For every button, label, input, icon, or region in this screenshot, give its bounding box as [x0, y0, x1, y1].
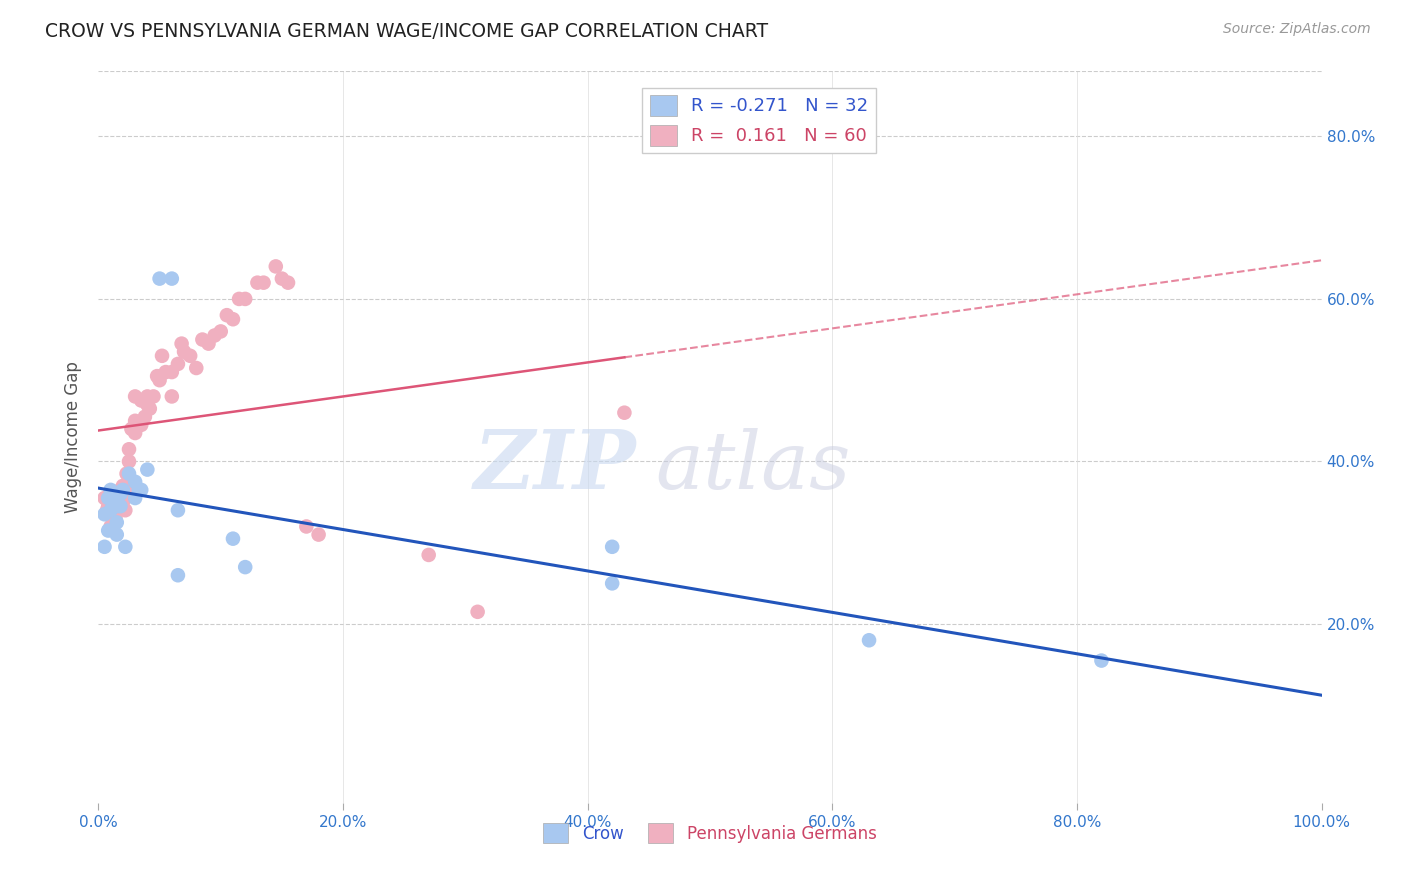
- Point: [222, 312, 245, 326]
- Point: [111, 495, 134, 509]
- Point: [142, 389, 165, 403]
- Point: [160, 271, 183, 285]
- Point: [467, 605, 489, 619]
- Point: [97, 491, 120, 505]
- Point: [105, 491, 128, 505]
- Point: [96, 503, 118, 517]
- Point: [136, 389, 159, 403]
- Point: [139, 401, 162, 416]
- Point: [107, 491, 129, 505]
- Point: [110, 499, 132, 513]
- Point: [120, 422, 142, 436]
- Point: [246, 276, 269, 290]
- Point: [209, 325, 232, 339]
- Point: [149, 271, 172, 285]
- Point: [93, 540, 115, 554]
- Point: [600, 576, 623, 591]
- Point: [97, 524, 120, 538]
- Point: [215, 308, 238, 322]
- Point: [858, 633, 880, 648]
- Point: [114, 540, 136, 554]
- Point: [97, 499, 120, 513]
- Point: [1090, 654, 1112, 668]
- Point: [233, 292, 256, 306]
- Point: [277, 276, 299, 290]
- Point: [111, 483, 134, 497]
- Point: [613, 406, 636, 420]
- Point: [100, 503, 122, 517]
- Point: [270, 271, 294, 285]
- Point: [252, 276, 274, 290]
- Point: [124, 414, 146, 428]
- Point: [124, 491, 146, 505]
- Y-axis label: Wage/Income Gap: Wage/Income Gap: [65, 361, 83, 513]
- Point: [179, 349, 201, 363]
- Point: [418, 548, 440, 562]
- Point: [104, 511, 127, 525]
- Point: [101, 499, 124, 513]
- Point: [233, 560, 256, 574]
- Point: [103, 491, 125, 505]
- Point: [170, 336, 193, 351]
- Point: [129, 393, 152, 408]
- Point: [136, 462, 159, 476]
- Point: [204, 328, 226, 343]
- Point: [93, 508, 115, 522]
- Point: [111, 479, 134, 493]
- Point: [103, 491, 125, 505]
- Point: [167, 357, 190, 371]
- Point: [264, 260, 287, 274]
- Point: [124, 475, 146, 489]
- Point: [167, 568, 190, 582]
- Point: [197, 336, 219, 351]
- Point: [100, 483, 122, 497]
- Point: [105, 527, 128, 541]
- Point: [110, 483, 132, 497]
- Point: [118, 467, 141, 481]
- Point: [228, 292, 250, 306]
- Legend: Crow, Pennsylvania Germans: Crow, Pennsylvania Germans: [537, 817, 883, 849]
- Point: [111, 487, 134, 501]
- Point: [128, 483, 150, 497]
- Point: [118, 454, 141, 468]
- Point: [100, 519, 122, 533]
- Point: [191, 333, 214, 347]
- Point: [150, 349, 173, 363]
- Text: ZIP: ZIP: [474, 426, 637, 507]
- Point: [105, 499, 128, 513]
- Point: [118, 442, 141, 457]
- Point: [222, 532, 245, 546]
- Point: [160, 365, 183, 379]
- Point: [173, 344, 195, 359]
- Point: [105, 516, 128, 530]
- Text: Source: ZipAtlas.com: Source: ZipAtlas.com: [1223, 22, 1371, 37]
- Point: [186, 361, 208, 376]
- Point: [101, 491, 124, 505]
- Point: [167, 503, 190, 517]
- Point: [136, 398, 159, 412]
- Point: [110, 499, 132, 513]
- Point: [155, 365, 177, 379]
- Point: [124, 425, 146, 440]
- Point: [149, 373, 172, 387]
- Point: [308, 527, 330, 541]
- Point: [134, 409, 156, 424]
- Point: [129, 417, 152, 432]
- Point: [110, 487, 132, 501]
- Point: [124, 389, 146, 403]
- Point: [114, 503, 136, 517]
- Text: atlas: atlas: [655, 427, 851, 505]
- Point: [115, 467, 138, 481]
- Point: [146, 369, 169, 384]
- Text: CROW VS PENNSYLVANIA GERMAN WAGE/INCOME GAP CORRELATION CHART: CROW VS PENNSYLVANIA GERMAN WAGE/INCOME …: [45, 22, 768, 41]
- Point: [129, 483, 152, 497]
- Point: [93, 491, 115, 505]
- Point: [105, 487, 128, 501]
- Point: [160, 389, 183, 403]
- Point: [600, 540, 623, 554]
- Point: [100, 503, 122, 517]
- Point: [295, 519, 318, 533]
- Point: [114, 483, 136, 497]
